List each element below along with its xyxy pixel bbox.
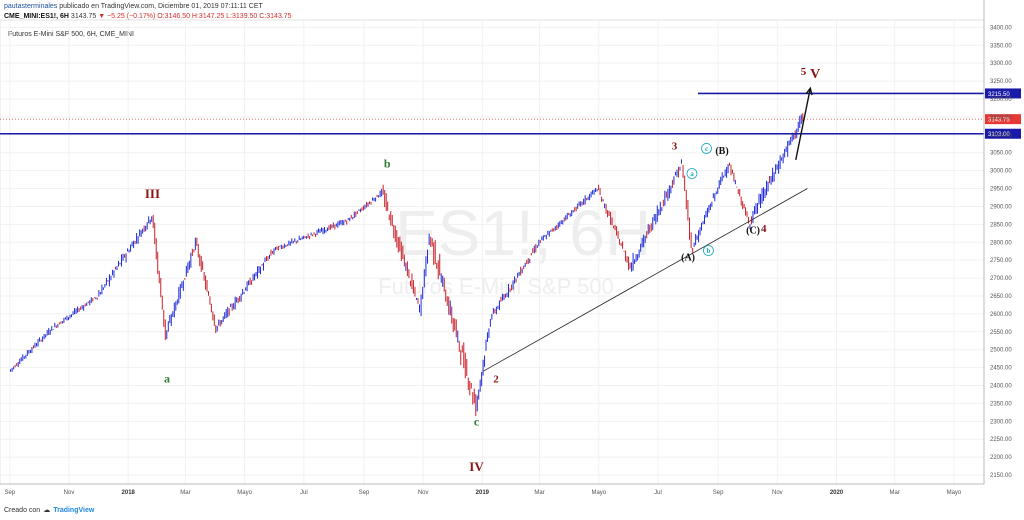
price-tag [985, 128, 1021, 139]
x-tick-label: Nov [418, 490, 429, 496]
x-tick-label: Mar [890, 490, 900, 496]
y-tick-label: 3200.00 [990, 97, 1012, 103]
watermark: ES1!, 6H Futuros E-Mini S&P 500 [378, 197, 651, 299]
last-price: 3143.75 [70, 13, 97, 20]
wave-circle [686, 168, 698, 179]
y-tick-label: 2800.00 [990, 240, 1012, 246]
author-name[interactable]: pautasterminales [4, 3, 58, 10]
y-tick-label: 2300.00 [990, 419, 1012, 425]
x-tick-label: Jul [300, 490, 308, 496]
wave-circle [703, 245, 714, 256]
footer: Creado con ☁ TradingView [4, 506, 95, 515]
wave-label: (B) [715, 146, 728, 157]
y-tick-label: 2150.00 [990, 473, 1012, 479]
axes: 3400.00 3350.00 3300.00 3250.00 3200.00 3150.… [0, 0, 1012, 496]
y-tick-label: 2700.00 [990, 276, 1012, 282]
symbol-label: CME_MINI:ES1!, 6H [4, 13, 69, 20]
y-tick-label: 2200.00 [990, 455, 1012, 461]
wave-label: b [706, 247, 710, 255]
x-tick-label: 2018 [122, 490, 136, 496]
y-tick-label: 3100.00 [990, 133, 1012, 139]
wave-label: a [690, 170, 694, 178]
chart-header: pautasterminales publicado en TradingVie… [4, 2, 292, 22]
wave-label: c [474, 414, 480, 428]
wave-label: 3 [672, 141, 678, 153]
footer-brand[interactable]: TradingView [53, 506, 95, 514]
tradingview-logo-icon: ☁ [43, 507, 51, 514]
y-tick-label: 3400.00 [990, 25, 1012, 31]
price-change: −5.25 (−0.17%) [107, 13, 156, 20]
x-tick-label: Mayo [591, 490, 606, 496]
wave-label: III [145, 186, 160, 201]
y-tick-label: 2650.00 [990, 294, 1012, 300]
price-tag [985, 88, 1021, 99]
wave-label: 5 [801, 66, 807, 78]
y-tick-label: 2750.00 [990, 258, 1012, 264]
wave-label: V [810, 67, 820, 82]
x-tick-label: Mayo [947, 490, 962, 496]
x-tick-label: Jul [654, 490, 662, 496]
wave-circle [701, 143, 712, 154]
y-tick-label: 2400.00 [990, 384, 1012, 390]
price-tag-label: 3215.50 [988, 92, 1010, 98]
wave-label: (C) [746, 226, 760, 237]
footer-text: Creado con [4, 506, 41, 514]
y-tick-label: 2500.00 [990, 348, 1012, 354]
x-tick-label: Sep [359, 490, 370, 496]
chart-subtitle: Futuros E-Mini S&P 500, 6H, CME_MINI [8, 31, 134, 38]
wave-label: 4 [761, 223, 767, 235]
candles [10, 113, 804, 417]
wave-labels: III a b c 2 IV 3 a c (B) (A) b (C) 4 5 V [145, 66, 820, 474]
drawings: 3215.50 3103.00 3143.75 [0, 86, 1021, 372]
grid [0, 19, 985, 485]
x-tick-label: Nov [772, 490, 783, 496]
price-tag-label: 3143.75 [988, 118, 1010, 124]
y-tick-label: 3250.00 [990, 79, 1012, 85]
x-tick-label: Mar [180, 490, 190, 496]
price-tag-label: 3103.00 [988, 132, 1010, 138]
wave-label: (A) [681, 253, 695, 264]
wave-label: IV [469, 459, 484, 474]
wave-label: a [164, 371, 170, 385]
y-tick-label: 2600.00 [990, 312, 1012, 318]
y-tick-label: 2900.00 [990, 204, 1012, 210]
x-tick-label: Nov [64, 490, 75, 496]
x-tick-label: Sep [4, 490, 15, 496]
y-tick-label: 2250.00 [990, 437, 1012, 443]
x-tick-label: 2020 [830, 490, 844, 496]
x-tick-label: Mayo [237, 490, 252, 496]
y-tick-label: 2550.00 [990, 330, 1012, 336]
y-tick-label: 2850.00 [990, 222, 1012, 228]
y-tick-label: 3300.00 [990, 61, 1012, 67]
ohlc-values: O:3146.50 H:3147.25 L:3139.50 C:3143.75 [157, 13, 292, 20]
wave-label: b [384, 156, 391, 170]
x-tick-label: Sep [713, 490, 724, 496]
trendline [483, 188, 808, 372]
price-tag [985, 114, 1021, 125]
y-tick-label: 3050.00 [990, 151, 1012, 157]
y-tick-label: 2350.00 [990, 401, 1012, 407]
y-tick-label: 3350.00 [990, 43, 1012, 49]
y-tick-label: 3000.00 [990, 169, 1012, 175]
wave-label: 2 [493, 373, 499, 385]
arrow-head-icon [805, 86, 813, 96]
wave-label: c [705, 145, 708, 153]
y-tick-label: 3150.00 [990, 115, 1012, 121]
watermark-symbol: ES1!, 6H [395, 197, 651, 269]
x-tick-label: Mar [534, 490, 544, 496]
projection-arrow [795, 88, 812, 161]
down-arrow-icon: ▼ [98, 13, 106, 20]
y-tick-label: 2950.00 [990, 187, 1012, 193]
publish-info: publicado en TradingView.com, Diciembre … [59, 3, 263, 10]
y-tick-label: 2450.00 [990, 366, 1012, 372]
watermark-name: Futuros E-Mini S&P 500 [378, 274, 614, 299]
x-tick-label: 2019 [476, 490, 490, 496]
